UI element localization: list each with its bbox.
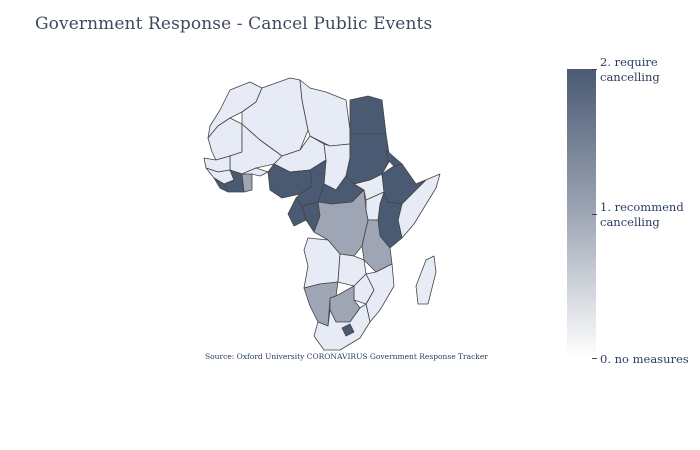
colorbar-label-2-line1: 2. require	[600, 55, 658, 69]
colorbar-tick-0	[592, 358, 597, 359]
africa-map	[203, 77, 441, 351]
colorbar-tick-1	[592, 214, 597, 215]
country-ghana[interactable]	[241, 173, 253, 193]
country-libya[interactable]	[299, 79, 351, 147]
country-burkina[interactable]	[241, 167, 269, 177]
colorbar-label-2: 2. require cancelling	[600, 55, 660, 85]
colorbar-label-1-line1: 1. recommend	[600, 200, 684, 214]
country-gabon[interactable]	[287, 197, 307, 227]
colorbar-tick-2	[592, 69, 597, 70]
colorbar-label-0: 0. no measures	[600, 352, 689, 367]
chart-title: Government Response - Cancel Public Even…	[35, 14, 433, 34]
colorbar-label-1-line2: cancelling	[600, 215, 660, 229]
country-south-africa[interactable]	[313, 303, 371, 351]
colorbar-label-0-line1: 0. no measures	[600, 352, 689, 366]
colorbar-label-1: 1. recommend cancelling	[600, 200, 684, 230]
country-madagascar[interactable]	[415, 255, 437, 305]
colorbar-label-2-line2: cancelling	[600, 70, 660, 84]
country-egypt[interactable]	[349, 95, 387, 135]
colorbar	[567, 69, 596, 358]
source-note: Source: Oxford University CORONAVIRUS Go…	[205, 352, 488, 361]
country-lesotho[interactable]	[341, 323, 355, 337]
